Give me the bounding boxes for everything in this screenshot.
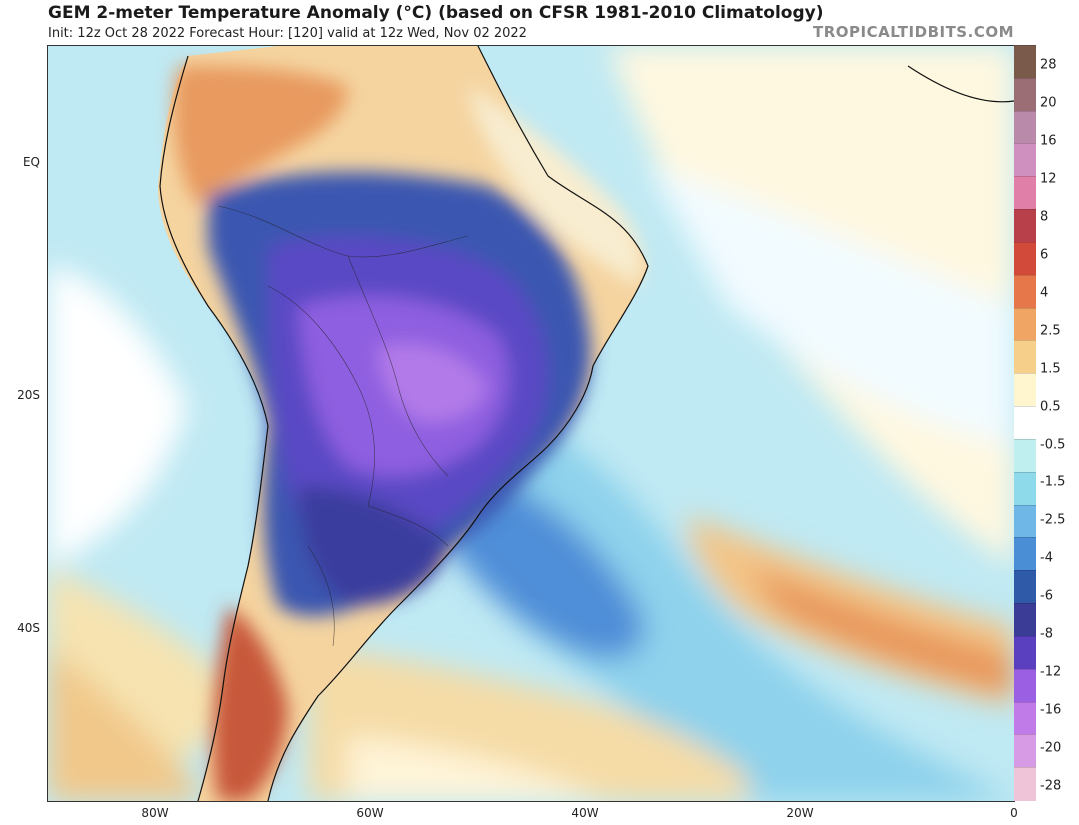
lat-label-eq: EQ [22, 155, 40, 169]
colorbar-tick-label: 2.5 [1040, 323, 1061, 339]
colorbar-swatch [1014, 143, 1036, 178]
anomaly-map [47, 45, 1015, 802]
colorbar-swatch [1014, 438, 1036, 473]
colorbar-tick-label: -1.5 [1040, 474, 1066, 490]
south-america-anomaly [158, 46, 648, 801]
colorbar-swatch [1014, 274, 1036, 309]
chart-title: GEM 2-meter Temperature Anomaly (°C) (ba… [48, 3, 824, 23]
colorbar-tick-label: 16 [1040, 133, 1057, 149]
colorbar-swatch [1014, 209, 1036, 243]
colorbar-tick-label: -8 [1040, 626, 1053, 642]
lon-label-60w: 60W [356, 806, 384, 820]
colorbar [1014, 45, 1036, 801]
colorbar-tick-label: 28 [1040, 57, 1057, 73]
lon-label-0: 0 [1010, 806, 1018, 820]
colorbar-tick-label: 12 [1040, 171, 1057, 187]
colorbar-swatch [1014, 406, 1036, 440]
colorbar-tick-label: 20 [1040, 95, 1057, 111]
brand-watermark: TROPICALTIDBITS.COM [813, 23, 1014, 41]
colorbar-swatch [1014, 471, 1036, 506]
colorbar-swatch [1014, 603, 1036, 637]
colorbar-swatch [1014, 110, 1036, 145]
colorbar-tick-label: 1.5 [1040, 361, 1061, 377]
colorbar-swatch [1014, 504, 1036, 539]
colorbar-tick-label: -4 [1040, 550, 1053, 566]
colorbar-swatch [1014, 767, 1036, 801]
lon-label-80w: 80W [141, 806, 169, 820]
lat-label-40s: 40S [17, 621, 40, 635]
country-borders [217, 205, 469, 647]
lat-label-20s: 20S [17, 388, 40, 402]
ocean-anomaly-layer [48, 46, 1014, 801]
colorbar-swatch [1014, 340, 1036, 375]
colorbar-tick-label: -2.5 [1040, 512, 1066, 528]
colorbar-swatch [1014, 241, 1036, 276]
colorbar-swatch [1014, 701, 1036, 736]
colorbar-swatch [1014, 668, 1036, 703]
colorbar-tick-label: 0.5 [1040, 399, 1061, 415]
colorbar-swatch [1014, 537, 1036, 572]
colorbar-swatch [1014, 77, 1036, 112]
lon-label-40w: 40W [571, 806, 599, 820]
colorbar-swatch [1014, 570, 1036, 605]
colorbar-tick-label: -16 [1040, 702, 1062, 718]
colorbar-swatch [1014, 307, 1036, 342]
colorbar-swatch [1014, 176, 1036, 211]
colorbar-swatch [1014, 635, 1036, 670]
colorbar-tick-label: -6 [1040, 588, 1053, 604]
colorbar-tick-label: -20 [1040, 740, 1062, 756]
colorbar-tick-label: 4 [1040, 285, 1049, 301]
colorbar-swatch [1014, 734, 1036, 769]
colorbar-tick-label: -28 [1040, 778, 1062, 794]
coastlines [159, 46, 1014, 801]
map-svg [48, 46, 1014, 801]
lon-label-20w: 20W [786, 806, 814, 820]
colorbar-swatch [1014, 45, 1036, 79]
forecast-subtitle: Init: 12z Oct 28 2022 Forecast Hour: [12… [48, 26, 527, 41]
colorbar-swatch [1014, 373, 1036, 408]
colorbar-tick-label: 6 [1040, 247, 1049, 263]
colorbar-tick-label: 8 [1040, 209, 1049, 225]
colorbar-tick-label: -0.5 [1040, 437, 1066, 453]
colorbar-tick-label: -12 [1040, 664, 1062, 680]
